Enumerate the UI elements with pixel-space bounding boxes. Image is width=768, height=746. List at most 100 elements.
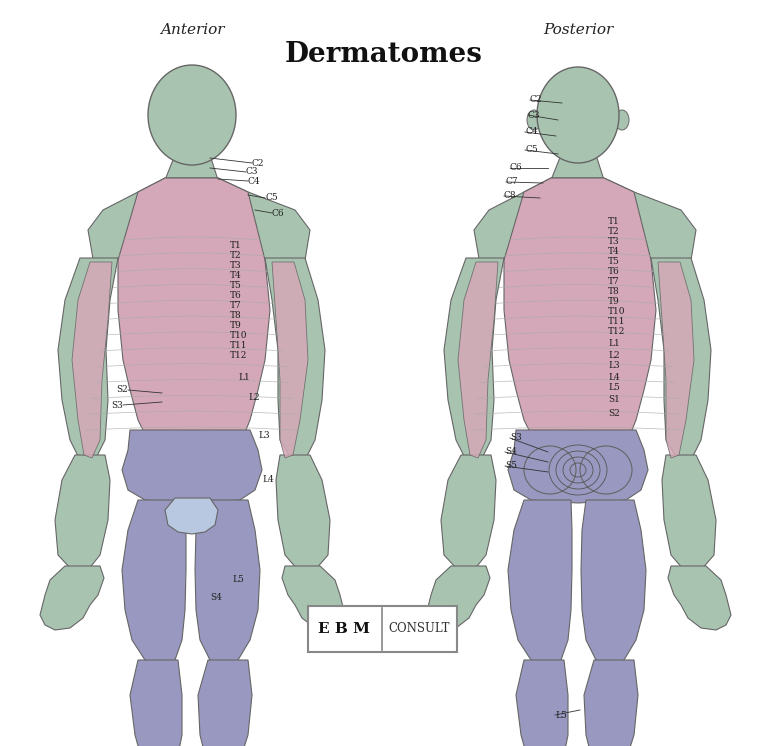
Text: L3: L3 (608, 362, 620, 371)
Text: T10: T10 (608, 307, 625, 316)
Text: L5: L5 (232, 575, 244, 585)
Text: C2: C2 (530, 95, 542, 104)
Text: C5: C5 (525, 145, 538, 154)
Text: T1: T1 (608, 218, 620, 227)
Text: S3: S3 (510, 433, 521, 442)
Text: T4: T4 (608, 248, 620, 257)
Text: C4: C4 (248, 177, 260, 186)
Text: T5: T5 (230, 281, 242, 290)
Text: Dermatomes: Dermatomes (285, 42, 483, 69)
Text: S3: S3 (111, 401, 123, 410)
Polygon shape (458, 262, 498, 458)
Polygon shape (658, 262, 694, 458)
Text: C3: C3 (528, 110, 541, 119)
Text: C5: C5 (265, 193, 278, 202)
Text: T7: T7 (608, 278, 620, 286)
Text: S2: S2 (116, 386, 128, 395)
Text: T11: T11 (230, 342, 247, 351)
Polygon shape (444, 258, 504, 460)
Polygon shape (426, 566, 490, 630)
Text: T8: T8 (230, 312, 242, 321)
Text: L4: L4 (262, 475, 273, 484)
Text: T2: T2 (230, 251, 242, 260)
Text: T6: T6 (230, 292, 242, 301)
Ellipse shape (537, 67, 619, 163)
Text: S4: S4 (505, 448, 517, 457)
Polygon shape (551, 155, 604, 180)
Polygon shape (272, 262, 308, 458)
Text: C6: C6 (272, 208, 285, 218)
Polygon shape (58, 258, 118, 460)
Text: T10: T10 (230, 331, 247, 340)
Polygon shape (165, 155, 218, 180)
Polygon shape (130, 660, 182, 746)
Text: S2: S2 (608, 409, 620, 418)
Polygon shape (662, 455, 716, 570)
Text: T3: T3 (230, 262, 242, 271)
Text: C8: C8 (504, 192, 517, 201)
Polygon shape (276, 455, 330, 570)
Polygon shape (584, 660, 638, 746)
Polygon shape (122, 500, 186, 665)
Text: T4: T4 (230, 272, 242, 280)
Polygon shape (516, 660, 568, 746)
Text: T9: T9 (230, 322, 242, 330)
Text: E B M: E B M (318, 622, 370, 636)
Text: T1: T1 (230, 242, 242, 251)
Text: Anterior: Anterior (160, 23, 224, 37)
Text: L5: L5 (608, 383, 620, 392)
Text: C6: C6 (510, 163, 523, 172)
Polygon shape (581, 500, 646, 665)
Text: C2: C2 (252, 158, 264, 168)
Text: L2: L2 (608, 351, 620, 360)
Polygon shape (118, 178, 270, 440)
Polygon shape (508, 500, 572, 665)
Text: L1: L1 (238, 374, 250, 383)
Polygon shape (55, 455, 110, 570)
Text: C4: C4 (525, 128, 538, 137)
Polygon shape (195, 500, 260, 665)
Text: S4: S4 (210, 594, 222, 603)
Text: T9: T9 (608, 298, 620, 307)
Polygon shape (122, 430, 262, 503)
Text: T2: T2 (608, 228, 620, 236)
Polygon shape (198, 660, 252, 746)
Ellipse shape (148, 65, 236, 165)
Polygon shape (40, 566, 104, 630)
Polygon shape (72, 262, 112, 458)
Text: T5: T5 (608, 257, 620, 266)
Text: T8: T8 (608, 287, 620, 296)
Text: C3: C3 (246, 168, 259, 177)
Text: C7: C7 (506, 178, 518, 186)
Text: L2: L2 (248, 393, 260, 403)
Polygon shape (504, 178, 656, 440)
Text: S5: S5 (505, 462, 517, 471)
Ellipse shape (615, 110, 629, 130)
Text: L3: L3 (258, 430, 270, 439)
Ellipse shape (524, 446, 576, 494)
FancyBboxPatch shape (308, 606, 457, 652)
Polygon shape (282, 566, 345, 630)
Text: Posterior: Posterior (543, 23, 613, 37)
Polygon shape (165, 498, 218, 534)
Text: T12: T12 (608, 327, 625, 336)
Polygon shape (508, 430, 648, 503)
Text: T11: T11 (608, 318, 625, 327)
Text: T6: T6 (608, 268, 620, 277)
Text: T3: T3 (608, 237, 620, 246)
Text: L5: L5 (555, 710, 567, 719)
Text: L1: L1 (608, 339, 620, 348)
Ellipse shape (527, 110, 541, 130)
Polygon shape (474, 178, 696, 270)
Polygon shape (668, 566, 731, 630)
Text: T12: T12 (230, 351, 247, 360)
Polygon shape (265, 258, 325, 460)
Polygon shape (88, 178, 310, 270)
Ellipse shape (580, 446, 632, 494)
Polygon shape (651, 258, 711, 460)
Text: CONSULT: CONSULT (388, 622, 449, 636)
Text: S1: S1 (608, 395, 620, 404)
Polygon shape (441, 455, 496, 570)
Text: T7: T7 (230, 301, 242, 310)
Text: L4: L4 (608, 372, 620, 381)
